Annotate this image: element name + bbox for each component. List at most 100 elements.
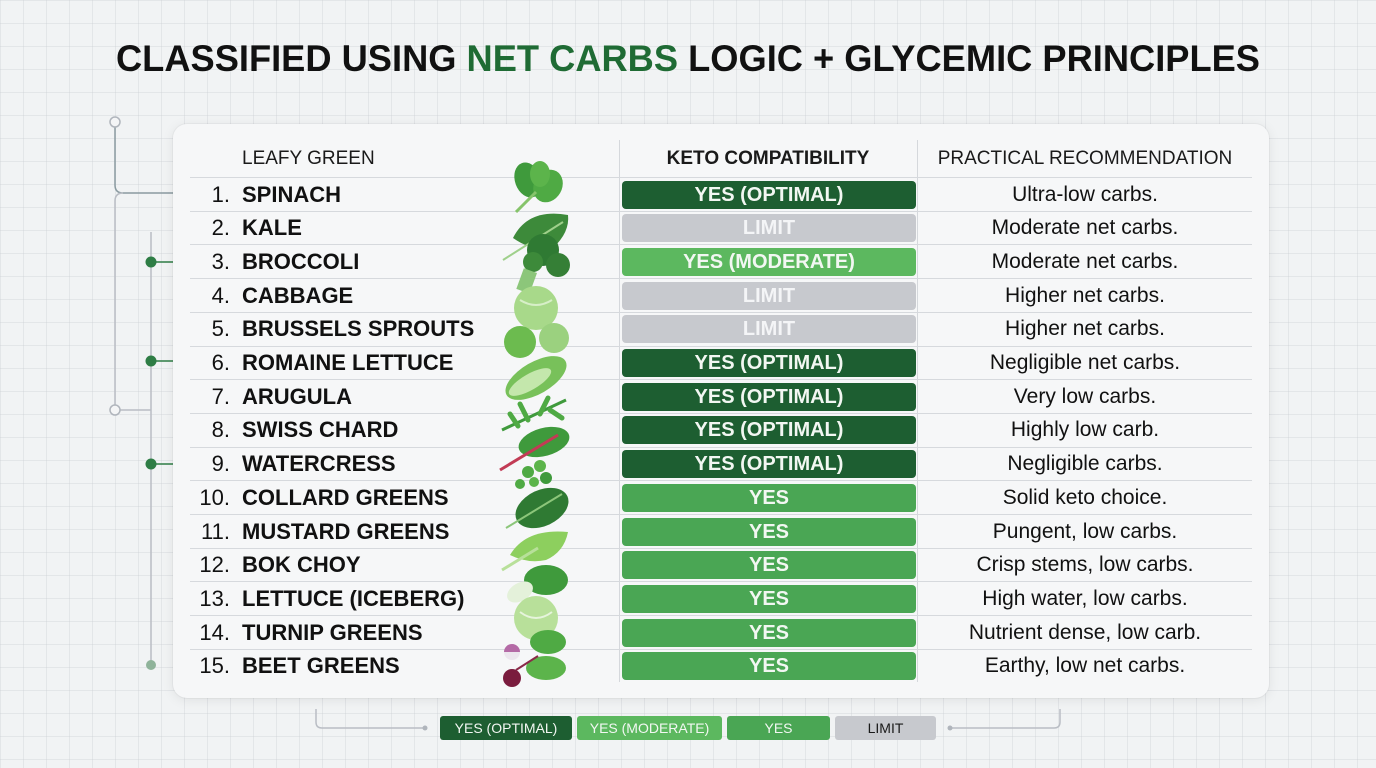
keto-status-badge: YES (OPTIMAL) (622, 416, 916, 445)
row-number: 5. (211, 316, 230, 342)
recommendation-text: Negligible carbs. (1007, 452, 1163, 476)
row-number: 2. (211, 215, 230, 241)
table-row: 5. BRUSSELS SPROUTS LIMIT Higher net carbs. (190, 312, 1252, 346)
keto-status-badge: LIMIT (622, 315, 916, 344)
row-divider (190, 480, 1252, 482)
row-number: 13. (199, 585, 230, 611)
keto-status-badge: YES (622, 551, 916, 580)
table-row: 10. COLLARD GREENS YES Solid keto choice. (190, 481, 1252, 515)
table-row: 2. KALE LIMIT Moderate net carbs. (190, 211, 1252, 245)
row-divider (190, 581, 1252, 583)
keto-status-badge: YES (622, 584, 916, 613)
recommendation-text: Crisp stems, low carbs. (976, 553, 1194, 577)
row-number: 4. (211, 282, 230, 308)
row-number: 6. (211, 350, 230, 375)
keto-status-badge: LIMIT (622, 214, 916, 243)
recommendation-text: High water, low carbs. (982, 586, 1188, 610)
legend-item-yes: YES (727, 716, 830, 740)
green-name: BRUSSELS SPROUTS (242, 316, 475, 342)
row-number: 10. (199, 484, 230, 510)
recommendation-text: Higher net carbs. (1005, 317, 1165, 341)
green-name: ROMAINE LETTUCE (242, 350, 454, 375)
table-row: 12. BOK CHOY YES Crisp stems, low carbs. (190, 548, 1252, 582)
header-keto-compatibility: KETO COMPATIBILITY (666, 148, 870, 169)
keto-status-badge: YES (622, 517, 916, 546)
table-row: 3. BROCCOLI YES (MODERATE) Moderate net car… (190, 245, 1252, 279)
recommendation-text: Very low carbs. (1013, 384, 1157, 408)
green-name: KALE (242, 215, 302, 241)
beet-greens-icon (503, 655, 566, 687)
keto-status-badge: LIMIT (622, 281, 916, 310)
legend-item-moderate: YES (MODERATE) (577, 716, 722, 740)
table-row: 14. TURNIP GREENS YES Nutrient dense, low c… (190, 616, 1252, 650)
recommendation-text: Higher net carbs. (1005, 283, 1165, 307)
row-divider (190, 446, 1252, 448)
green-name: COLLARD GREENS (242, 484, 449, 510)
green-name: WATERCRESS (242, 451, 396, 477)
green-name: SWISS CHARD (242, 417, 399, 443)
column-divider (619, 140, 620, 682)
green-name: TURNIP GREENS (242, 619, 423, 645)
recommendation-text: Moderate net carbs. (991, 216, 1179, 240)
keto-status-badge: YES (MODERATE) (622, 247, 916, 276)
table-row: 11. MUSTARD GREENS YES Pungent, low carbs. (190, 515, 1252, 549)
row-divider (190, 514, 1252, 515)
table-row: 1. SPINACH YES (OPTIMAL) Ultra-low carbs. (190, 178, 1252, 212)
row-divider (190, 278, 1252, 280)
table-row: 4. CABBAGE LIMIT Higher net carbs. (190, 279, 1252, 313)
swiss-chard-icon (499, 426, 570, 472)
green-name: CABBAGE (242, 282, 354, 308)
watercress-icon (515, 460, 552, 489)
recommendation-text: Nutrient dense, low carb. (968, 620, 1202, 644)
row-divider (190, 345, 1252, 347)
recommendation-text: Earthy, low net carbs. (984, 654, 1186, 678)
green-name: BROCCOLI (242, 248, 360, 274)
row-divider (190, 210, 1252, 212)
cabbage-icon (514, 286, 558, 330)
green-name: BEET GREENS (242, 653, 400, 679)
green-name: SPINACH (242, 181, 342, 207)
title-suffix: LOGIC + GLYCEMIC PRINCIPLES (678, 38, 1260, 79)
spinach-icon (514, 161, 563, 214)
row-number: 11. (201, 518, 230, 544)
row-divider (190, 244, 1252, 246)
row-divider (190, 615, 1252, 617)
row-divider (190, 412, 1252, 414)
row-number: 3. (211, 248, 230, 274)
recommendation-text: Pungent, low carbs. (992, 519, 1178, 543)
keto-status-badge: YES (OPTIMAL) (622, 180, 916, 209)
header-practical-recommendation: PRACTICAL RECOMMENDATION (937, 148, 1233, 169)
keto-status-badge: YES (OPTIMAL) (622, 450, 916, 479)
row-number: 8. (211, 417, 230, 443)
collard-greens-icon (505, 487, 569, 529)
mustard-greens-icon (501, 531, 568, 572)
row-number: 7. (211, 383, 230, 409)
green-name: LETTUCE (ICEBERG) (242, 585, 465, 611)
table-row: 6. ROMAINE LETTUCE YES (OPTIMAL) Negligible… (190, 346, 1252, 380)
keto-status-badge: YES (622, 618, 916, 647)
row-number: 12. (199, 552, 230, 578)
row-divider (190, 648, 1252, 650)
row-divider (190, 311, 1252, 313)
bok-choy-icon (507, 565, 568, 603)
recommendation-text: Moderate net carbs. (991, 249, 1179, 273)
brussels-sprouts-icon (504, 323, 569, 358)
table-row: 8. SWISS CHARD YES (OPTIMAL) Highly low car… (190, 413, 1252, 447)
table-row: 9. WATERCRESS YES (OPTIMAL) Negligible carb… (190, 447, 1252, 481)
legend-item-optimal: YES (OPTIMAL) (440, 716, 572, 740)
vegetable-illustrations (499, 161, 570, 687)
keto-status-badge: YES (622, 652, 916, 681)
column-divider (917, 140, 918, 682)
row-divider (190, 177, 1252, 178)
row-number: 9. (211, 451, 230, 477)
title-prefix: CLASSIFIED USING (115, 38, 467, 79)
turnip-greens-icon (504, 630, 566, 660)
green-name: BOK CHOY (242, 552, 361, 578)
recommendation-text: Ultra-low carbs. (1012, 182, 1158, 206)
iceberg-lettuce-icon (514, 596, 558, 640)
table-row: 7. ARUGULA YES (OPTIMAL) Very low carbs. (190, 380, 1252, 414)
recommendation-text: Solid keto choice. (1002, 485, 1168, 509)
recommendation-text: Negligible net carbs. (989, 351, 1181, 374)
romaine-lettuce-icon (505, 356, 567, 400)
green-name: MUSTARD GREENS (242, 518, 450, 544)
